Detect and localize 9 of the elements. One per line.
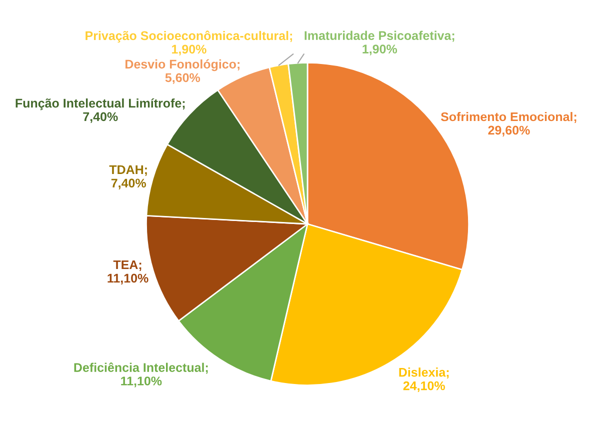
slice-label: Sofrimento Emocional; 29,60% [440, 112, 576, 136]
slice-label: Dislexia; 24,10% [399, 368, 449, 392]
slice-label: Imaturidade Psicoafetiva; 1,90% [304, 30, 454, 56]
slice-label: Deficiência Intelectual; 11,10% [74, 362, 208, 388]
slice-label: TDAH; 7,40% [109, 165, 147, 190]
slice-label: Desvio Fonológico; 5,60% [126, 59, 240, 84]
slice-label: Privação Socioeconômica-cultural; 1,90% [86, 30, 292, 56]
slice-label: Função Intelectual Limítrofe; 7,40% [16, 98, 185, 123]
slice-label: TEA; 11,10% [108, 260, 148, 284]
